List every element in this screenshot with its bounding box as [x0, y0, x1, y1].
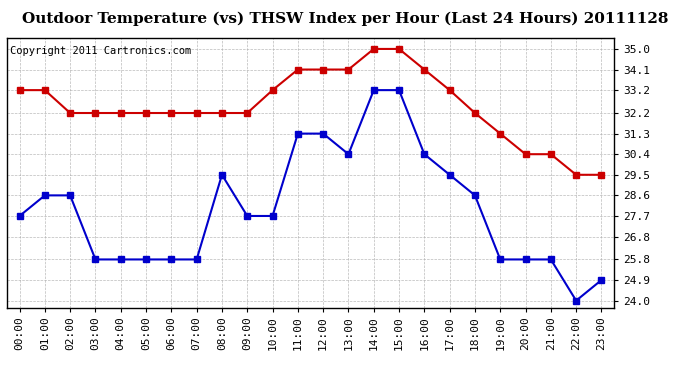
Text: Outdoor Temperature (vs) THSW Index per Hour (Last 24 Hours) 20111128: Outdoor Temperature (vs) THSW Index per … — [22, 11, 668, 26]
Text: Copyright 2011 Cartronics.com: Copyright 2011 Cartronics.com — [10, 46, 191, 56]
